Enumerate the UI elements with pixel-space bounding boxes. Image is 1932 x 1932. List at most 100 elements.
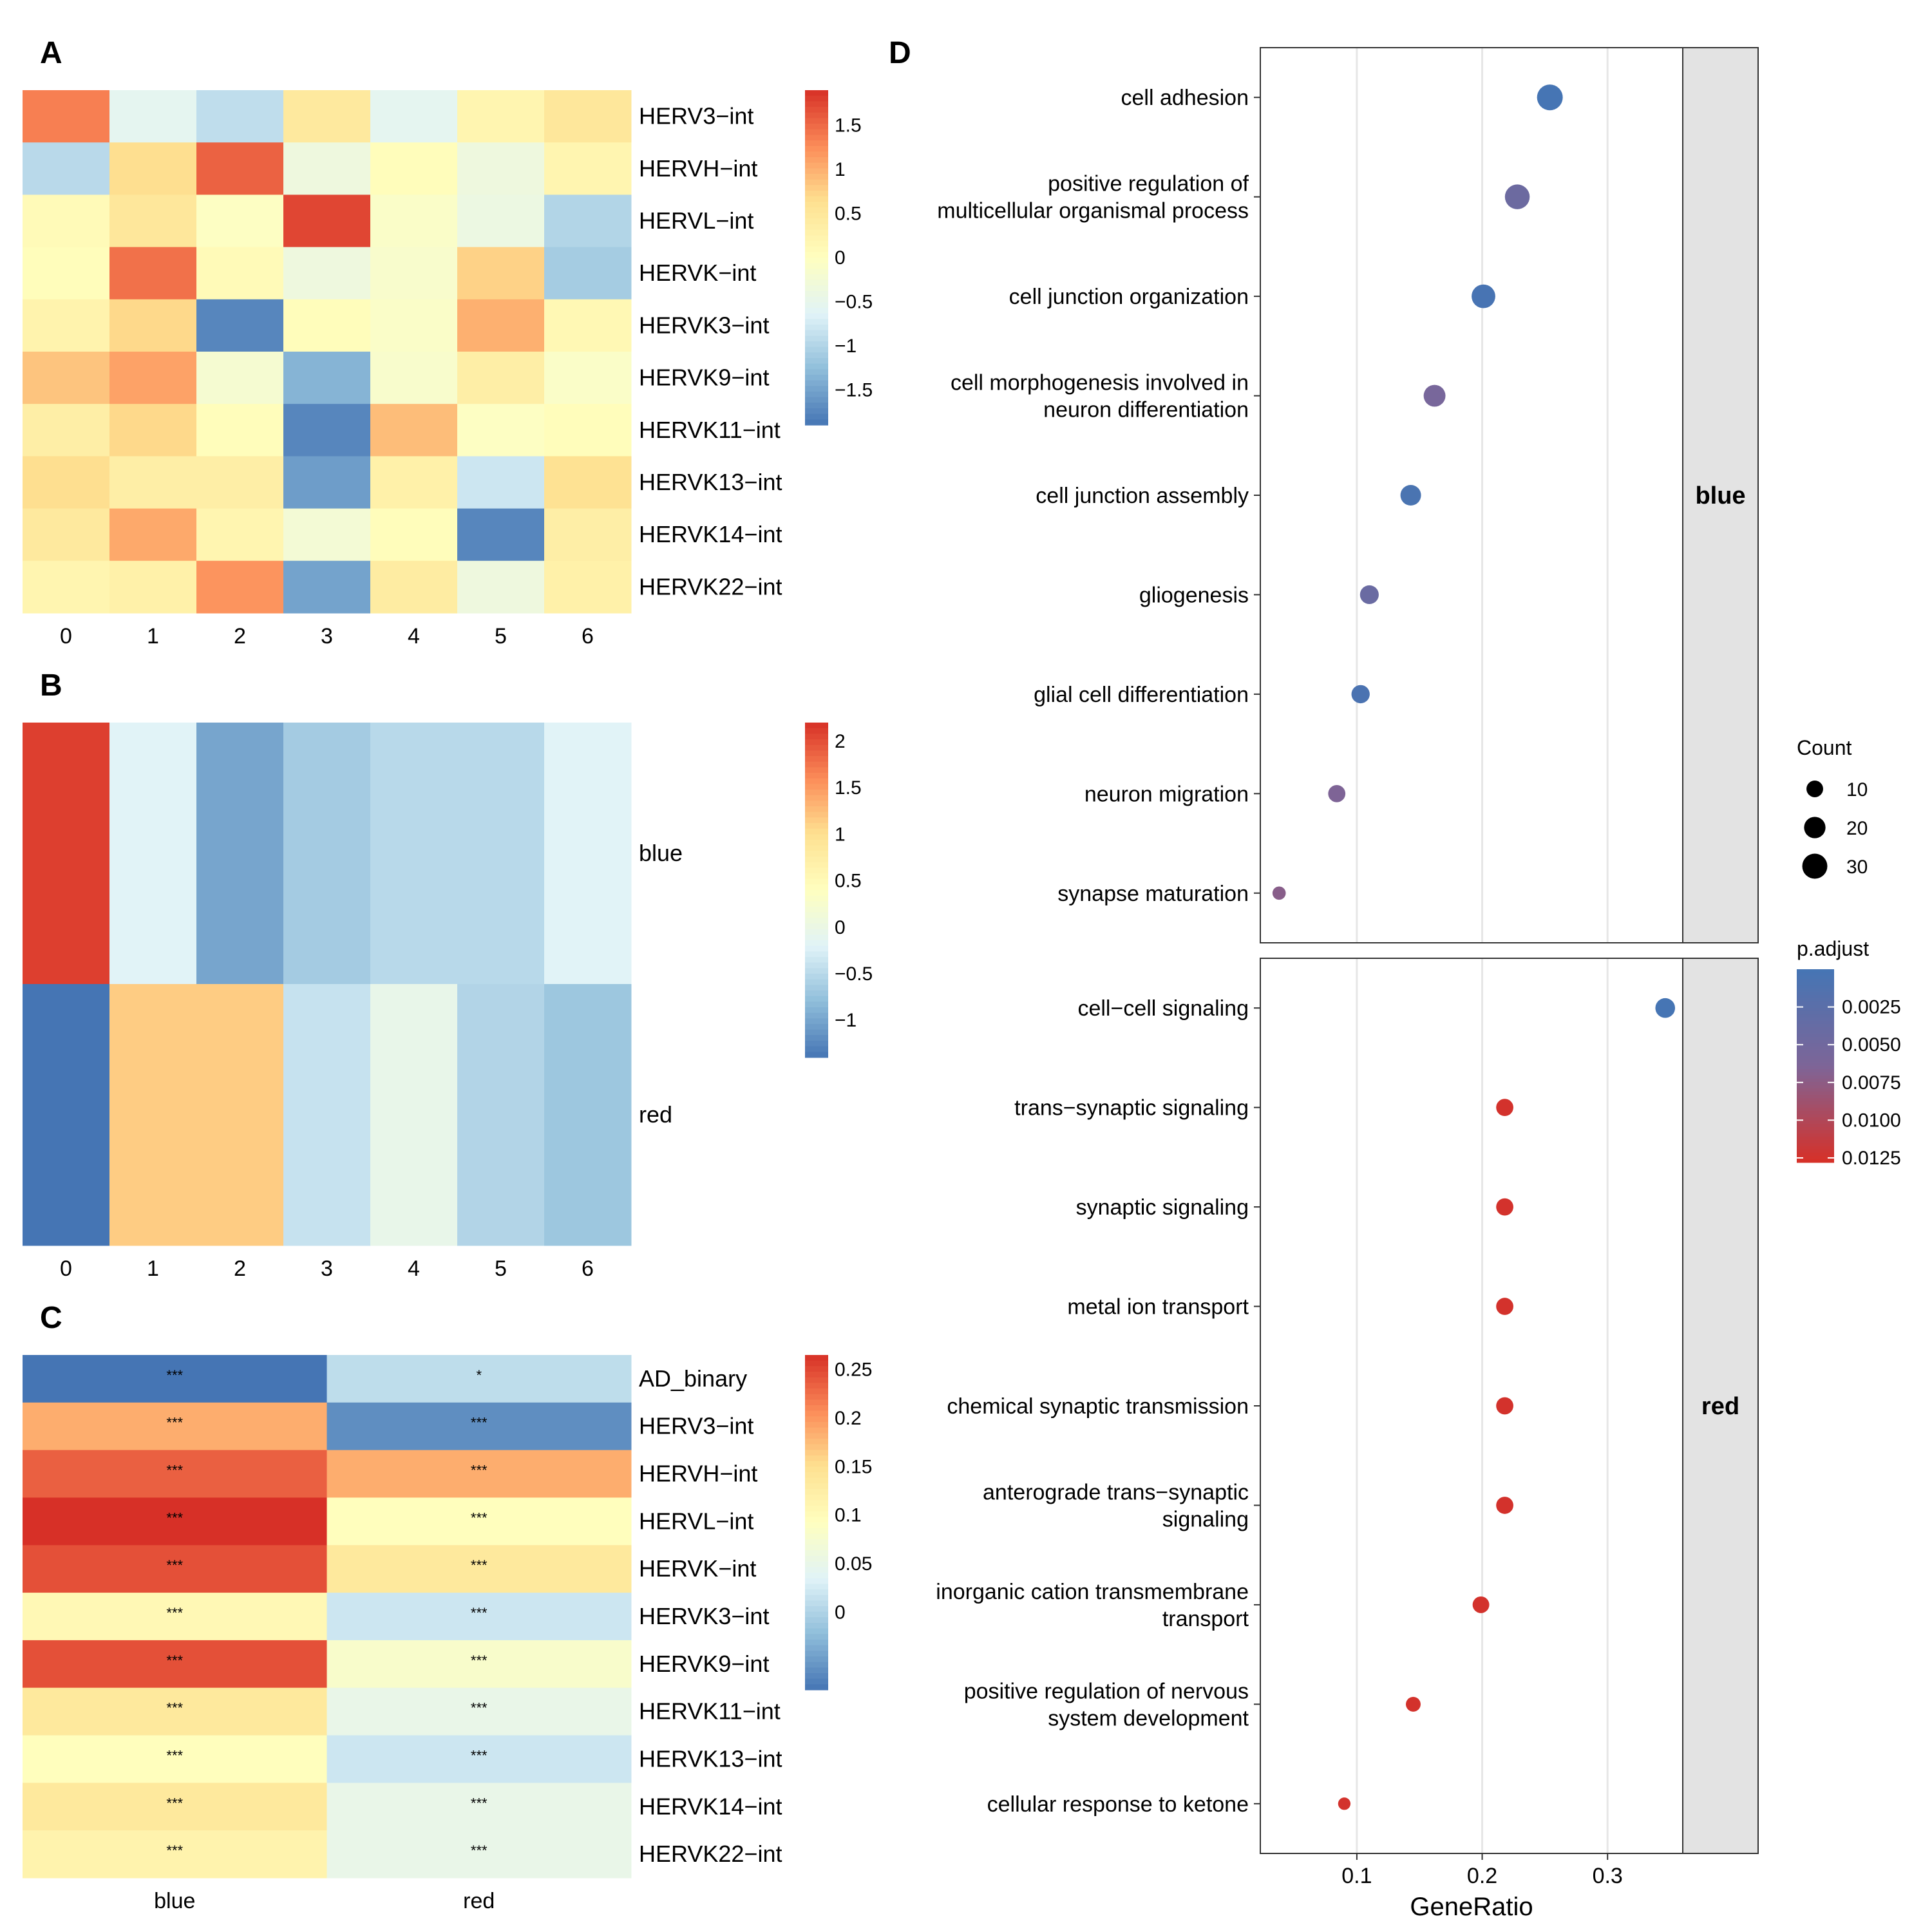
heatmap-cell — [196, 142, 284, 195]
legend-gradient-segment — [805, 1018, 828, 1025]
heatmap-cell — [327, 1355, 632, 1403]
data-point — [1472, 1596, 1490, 1613]
significance-stars: *** — [471, 1557, 488, 1573]
heatmap-cell — [23, 299, 110, 352]
color-legend-gradient-segment — [1797, 979, 1834, 983]
data-point — [1406, 1696, 1421, 1712]
legend-gradient-segment — [805, 1489, 828, 1495]
color-legend-gradient-segment — [1797, 1146, 1834, 1150]
legend-gradient-segment — [805, 767, 828, 773]
heatmap-cell — [327, 1593, 632, 1641]
legend-gradient-segment — [805, 1410, 828, 1417]
row-label: blue — [639, 840, 683, 866]
heatmap-cell — [196, 456, 284, 509]
term-label: synaptic signaling — [1076, 1195, 1249, 1220]
legend-gradient-segment — [805, 241, 828, 247]
legend-gradient-segment — [805, 940, 828, 947]
legend-gradient-segment — [805, 302, 828, 308]
legend-gradient-segment — [805, 929, 828, 935]
column-label: 3 — [321, 624, 333, 649]
legend-gradient-segment — [805, 118, 828, 124]
heatmap-cell — [23, 1687, 327, 1736]
row-label: HERVK11−int — [639, 1698, 781, 1725]
color-legend-gradient-segment — [1797, 1088, 1834, 1092]
heatmap-cell — [23, 90, 110, 143]
heatmap-cell — [370, 352, 458, 404]
column-label: 3 — [321, 1256, 333, 1281]
legend-gradient-segment — [805, 363, 828, 370]
legend-gradient-segment — [805, 951, 828, 958]
heatmap-cell — [109, 508, 197, 562]
data-point — [1423, 384, 1446, 407]
color-legend-gradient-segment — [1797, 1098, 1834, 1102]
term-label: metal ion transport — [1067, 1295, 1249, 1320]
color-legend-gradient-segment — [1797, 1011, 1834, 1015]
legend-gradient-segment — [805, 834, 828, 840]
legend-gradient-segment — [805, 962, 828, 969]
legend-gradient-segment — [805, 806, 828, 813]
legend-gradient-segment — [805, 392, 828, 398]
color-legend-gradient-segment — [1797, 995, 1834, 999]
row-label: HERVK3−int — [639, 312, 769, 338]
panel-label-b: B — [40, 668, 62, 703]
legend-gradient-segment — [805, 923, 828, 930]
color-legend-gradient-segment — [1797, 1079, 1834, 1083]
term-label: anterograde trans−synaptic — [983, 1480, 1249, 1504]
row-label: HERV3−int — [639, 1413, 753, 1439]
legend-gradient-segment — [805, 179, 828, 185]
heatmap-cell — [23, 352, 110, 404]
heatmap-cell — [370, 456, 458, 509]
color-legend-label: 0.0050 — [1842, 1034, 1901, 1056]
heatmap-cell — [23, 247, 110, 300]
legend-gradient-segment — [805, 157, 828, 164]
color-legend-gradient-segment — [1797, 1108, 1834, 1112]
legend-gradient-segment — [805, 1611, 828, 1618]
legend-gradient-segment — [805, 1617, 828, 1624]
legend-tick-label: −0.5 — [835, 291, 873, 312]
legend-gradient-segment — [805, 795, 828, 801]
size-legend-dot — [1806, 781, 1823, 797]
color-legend-gradient-segment — [1797, 1018, 1834, 1021]
legend-tick-label: −1 — [835, 1010, 857, 1031]
legend-gradient-segment — [805, 419, 828, 426]
heatmap-cell — [109, 723, 197, 985]
legend-gradient-segment — [805, 756, 828, 762]
heatmap-cell — [23, 456, 110, 509]
legend-gradient-segment — [805, 246, 828, 252]
color-legend-gradient-segment — [1797, 1104, 1834, 1108]
facet-panel-bg — [1260, 48, 1683, 943]
column-label: 5 — [495, 624, 507, 649]
legend-gradient-segment — [805, 369, 828, 375]
term-label: cellular response to ketone — [987, 1792, 1249, 1817]
legend-gradient-segment — [805, 1035, 828, 1041]
legend-gradient-segment — [805, 124, 828, 130]
heatmap-cell — [23, 194, 110, 248]
legend-gradient-segment — [805, 1567, 828, 1573]
heatmap-cell — [457, 508, 545, 562]
data-point — [1472, 284, 1495, 308]
heatmap-cell — [23, 1497, 327, 1546]
legend-tick-label: 0.5 — [835, 204, 862, 225]
legend-gradient-segment — [805, 196, 828, 202]
heatmap-cell — [23, 1830, 327, 1879]
legend-gradient-segment — [805, 1461, 828, 1467]
color-legend-gradient-segment — [1797, 1008, 1834, 1012]
size-legend-dot — [1804, 817, 1826, 838]
significance-stars: *** — [166, 1842, 183, 1859]
legend-gradient-segment — [805, 146, 828, 152]
color-legend-gradient-segment — [1797, 1063, 1834, 1066]
column-label: 4 — [408, 624, 420, 649]
legend-gradient-segment — [805, 790, 828, 796]
color-legend-gradient-segment — [1797, 989, 1834, 992]
legend-gradient-segment — [805, 857, 828, 863]
legend-gradient-segment — [805, 151, 828, 158]
color-legend-gradient-segment — [1797, 985, 1834, 989]
heatmap-cell — [196, 299, 284, 352]
legend-gradient-segment — [805, 296, 828, 303]
legend-tick-label: 0 — [835, 917, 846, 938]
legend-gradient-segment — [805, 901, 828, 907]
color-legend-gradient-segment — [1797, 1027, 1834, 1031]
x-tick-label: 0.2 — [1467, 1864, 1497, 1888]
row-label: HERVK14−int — [639, 1793, 782, 1819]
color-legend-gradient-segment — [1797, 969, 1834, 973]
